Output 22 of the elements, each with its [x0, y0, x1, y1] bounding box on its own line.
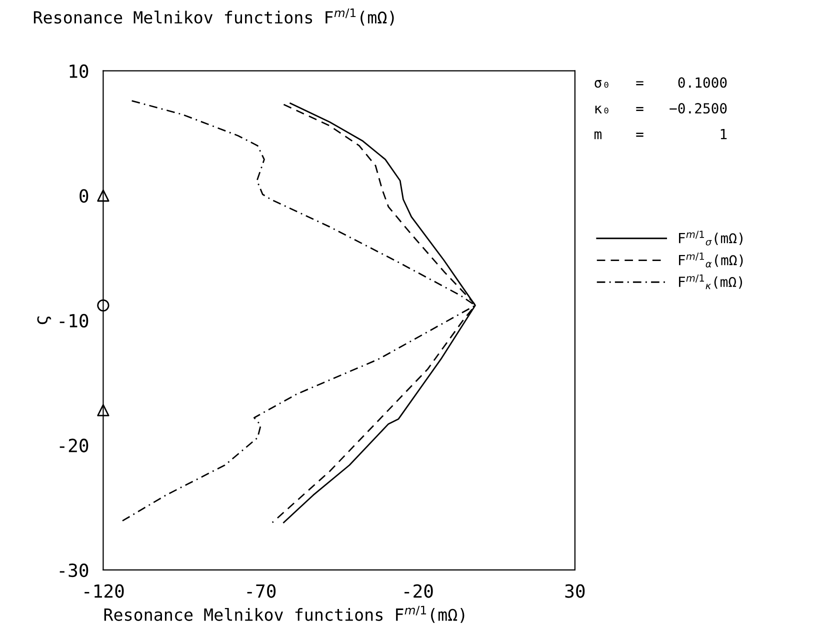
x-tick-label: 30 — [565, 584, 585, 598]
legend-label: F$^{m/1}$$_{α}$(mΩ) — [679, 252, 743, 268]
y-tick-label: -10 — [60, 314, 88, 328]
chart-title: Resonance Melnikov functions F$^{m/1}$(mΩ) — [34, 8, 394, 26]
y-tick-label: -20 — [60, 438, 88, 452]
point — [97, 299, 110, 312]
text: κ₀ = −0.2500 — [595, 103, 727, 114]
text: m = 1 — [594, 128, 727, 140]
y-tick-label: 10 — [70, 64, 88, 78]
text: σ₀ = 0.1000 — [594, 77, 727, 88]
x-tick-label: -70 — [247, 584, 276, 598]
x-tick-label: -20 — [404, 584, 433, 598]
x-tick-label: -120 — [84, 584, 124, 598]
point — [97, 190, 110, 202]
line-series — [121, 100, 476, 522]
y-tick-label: -30 — [60, 563, 88, 578]
legend-label: F$^{m/1}$$_{σ}$(mΩ) — [679, 230, 742, 246]
legend-label: F$^{m/1}$$_{κ}$(mΩ) — [679, 274, 742, 290]
y-tick-label: 0 — [80, 189, 88, 203]
x-axis-title: Resonance Melnikov functions F$^{m/1}$(mΩ) — [104, 606, 464, 623]
y-axis-title: ς — [37, 316, 52, 324]
point — [97, 404, 110, 416]
